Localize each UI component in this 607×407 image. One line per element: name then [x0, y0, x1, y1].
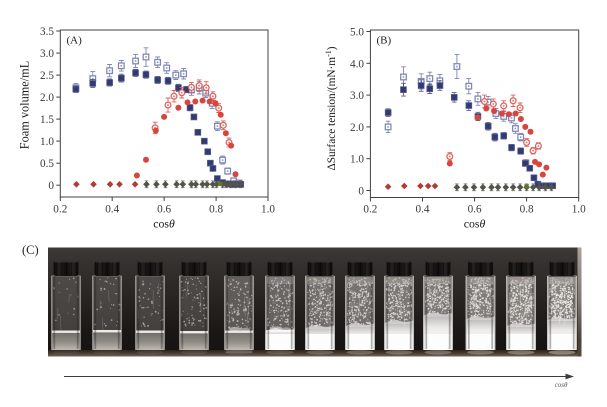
svg-text:0.8: 0.8 [520, 204, 534, 216]
svg-text:ΔSurface tension/(mN·m-1): ΔSurface tension/(mN·m-1) [324, 46, 339, 170]
svg-text:2.5: 2.5 [40, 70, 54, 82]
svg-text:3.0: 3.0 [40, 48, 54, 60]
svg-text:0.2: 0.2 [53, 204, 67, 216]
svg-text:3.0: 3.0 [350, 90, 364, 102]
svg-text:cosθ: cosθ [555, 381, 568, 389]
svg-text:0.6: 0.6 [468, 204, 482, 216]
svg-text:(B): (B) [377, 35, 392, 47]
svg-text:1.0: 1.0 [40, 136, 54, 148]
svg-text:0.5: 0.5 [40, 158, 54, 170]
svg-text:0: 0 [48, 180, 54, 192]
svg-text:0.4: 0.4 [105, 204, 119, 216]
svg-text:2.0: 2.0 [40, 92, 54, 104]
svg-text:Foam volume/mL: Foam volume/mL [18, 61, 32, 149]
svg-text:3.5: 3.5 [40, 26, 54, 38]
svg-text:0.8: 0.8 [209, 204, 223, 216]
svg-text:1.0: 1.0 [261, 204, 275, 216]
svg-text:cosθ: cosθ [153, 217, 175, 231]
svg-text:1.0: 1.0 [572, 204, 586, 216]
svg-text:(C): (C) [22, 243, 39, 257]
svg-text:2.0: 2.0 [350, 122, 364, 134]
svg-text:0.4: 0.4 [416, 204, 430, 216]
svg-text:4.0: 4.0 [350, 58, 364, 70]
svg-text:cosθ: cosθ [464, 217, 486, 231]
svg-text:1.5: 1.5 [40, 114, 54, 126]
svg-text:0.6: 0.6 [157, 204, 171, 216]
svg-text:1.0: 1.0 [350, 154, 364, 166]
svg-text:5.0: 5.0 [350, 27, 364, 39]
svg-text:0.2: 0.2 [363, 204, 377, 216]
svg-text:0: 0 [358, 186, 364, 198]
svg-text:(A): (A) [67, 35, 83, 47]
